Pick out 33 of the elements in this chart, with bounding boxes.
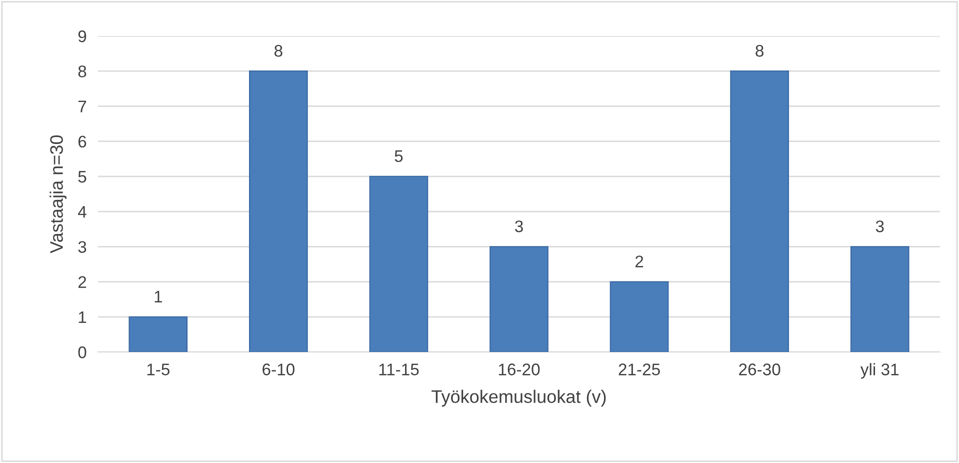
y-tick-label: 9 [78, 30, 86, 42]
bar [490, 246, 548, 352]
x-tick-label: 21-25 [618, 364, 660, 376]
y-tick-label: 4 [78, 206, 86, 218]
data-label: 3 [515, 220, 523, 232]
y-tick-label: 0 [78, 346, 86, 358]
data-label: 3 [876, 220, 884, 232]
x-tick-label: 11-15 [379, 364, 419, 376]
y-tick-label: 8 [78, 66, 86, 78]
y-tick-label: 1 [78, 311, 86, 323]
data-label: 2 [635, 256, 644, 268]
x-tick-label: 1-5 [147, 364, 170, 376]
x-tick-label: 16-20 [498, 364, 540, 376]
bar [850, 246, 910, 352]
y-tick-label: 6 [78, 136, 86, 148]
y-axis-title: Vastaajia n=30 [50, 135, 67, 254]
bar [369, 176, 428, 352]
data-label: 8 [274, 44, 282, 57]
y-tick-label: 7 [78, 100, 86, 112]
data-label: 8 [756, 44, 764, 57]
data-label: 5 [394, 150, 403, 162]
x-tick-label: yli 31 [860, 363, 898, 379]
x-tick-label: 6-10 [262, 364, 294, 376]
y-tick-label: 5 [78, 171, 86, 183]
bar [249, 70, 308, 352]
x-axis-title: Työkokemusluokat (v) [432, 390, 606, 407]
x-tick-label: 26-30 [739, 364, 780, 376]
bar [610, 281, 669, 352]
data-label: 1 [154, 290, 162, 302]
y-tick-label: 2 [78, 276, 86, 288]
y-tick-label: 3 [78, 241, 86, 253]
bar [730, 70, 789, 352]
bar [128, 316, 188, 352]
